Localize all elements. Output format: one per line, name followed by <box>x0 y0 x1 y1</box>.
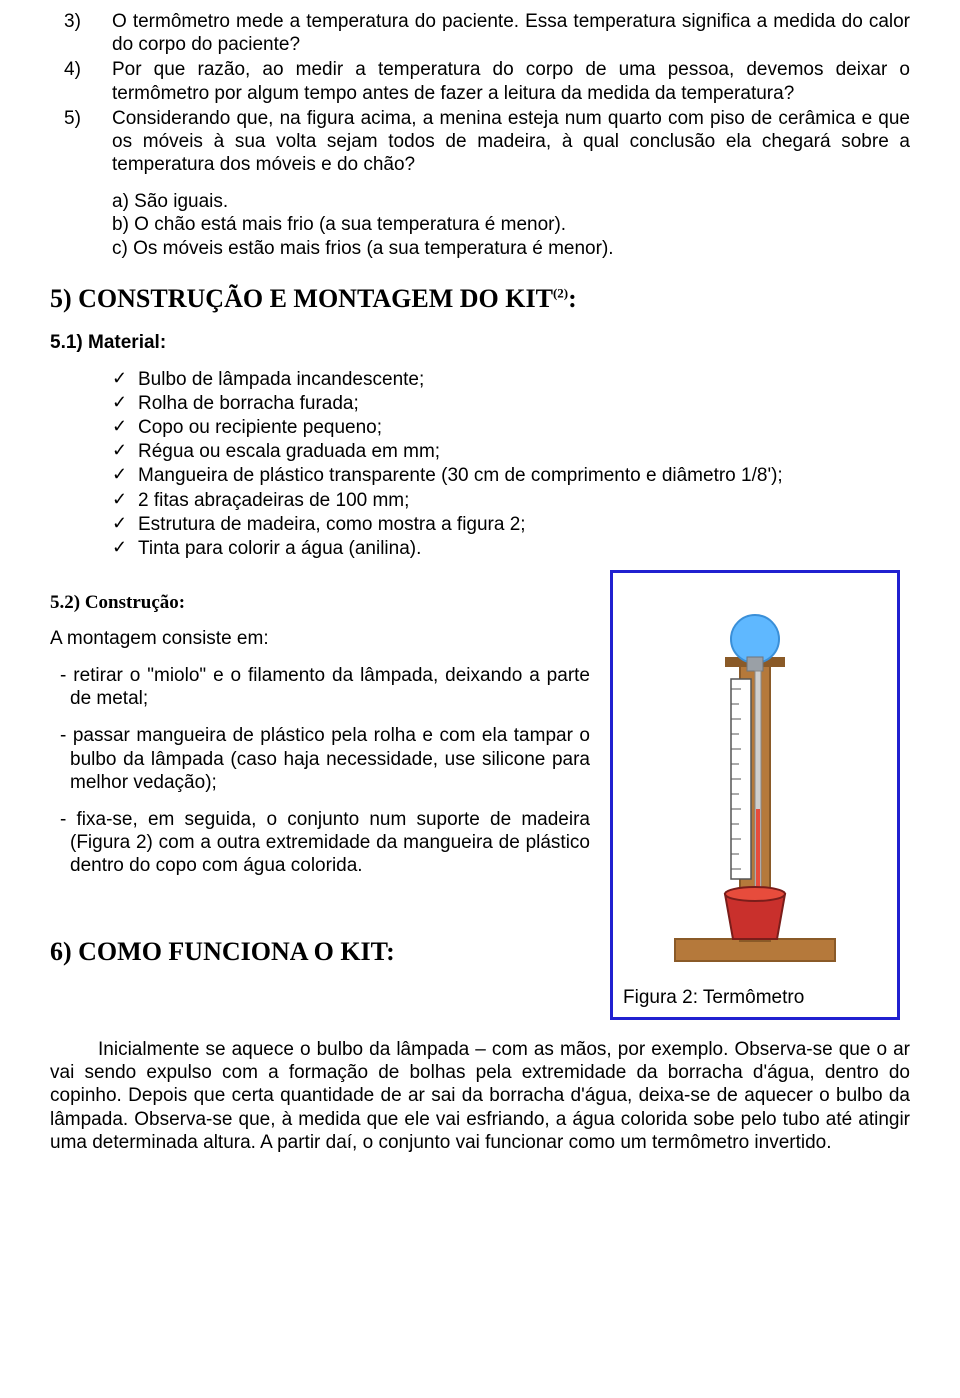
question-5-option-a: a) São iguais. <box>112 190 910 213</box>
construction-intro: A montagem consiste em: <box>50 628 590 650</box>
construction-step: - fixa-se, em seguida, o conjunto num su… <box>50 808 590 878</box>
material-item: Régua ou escala graduada em mm; <box>112 440 910 463</box>
material-item: Tinta para colorir a água (anilina). <box>112 537 910 560</box>
material-item: Copo ou recipiente pequeno; <box>112 416 910 439</box>
section-5-2-heading: 5.2) Construção: <box>50 592 590 614</box>
section-5-title-sup: (2) <box>553 285 568 300</box>
construction-step: - retirar o "miolo" e o filamento da lâm… <box>50 664 590 710</box>
question-5-number: 5) <box>50 107 112 177</box>
question-4-text: Por que razão, ao medir a temperatura do… <box>112 58 910 104</box>
material-item: Mangueira de plástico transparente (30 c… <box>112 464 910 487</box>
question-5: 5) Considerando que, na figura acima, a … <box>50 107 910 177</box>
section-5-heading: 5) CONSTRUÇÃO E MONTAGEM DO KIT(2): <box>50 284 910 314</box>
section-5-1-heading: 5.1) Material: <box>50 332 910 354</box>
question-4: 4) Por que razão, ao medir a temperatura… <box>50 58 910 104</box>
section-5-title-post: : <box>568 284 577 313</box>
question-3-text: O termômetro mede a temperatura do pacie… <box>112 10 910 56</box>
question-5-option-c: c) Os móveis estão mais frios (a sua tem… <box>112 237 910 260</box>
section-6-heading: 6) COMO FUNCIONA O KIT: <box>50 937 590 967</box>
material-item: 2 fitas abraçadeiras de 100 mm; <box>112 489 910 512</box>
section-6-text: Inicialmente se aquece o bulbo da lâmpad… <box>50 1038 910 1154</box>
figure-2-box: Figura 2: Termômetro <box>610 570 900 1020</box>
material-item: Rolha de borracha furada; <box>112 392 910 415</box>
materials-list: Bulbo de lâmpada incandescente; Rolha de… <box>50 368 910 560</box>
figure-2-caption: Figura 2: Termômetro <box>623 987 804 1009</box>
question-3-number: 3) <box>50 10 112 56</box>
question-4-number: 4) <box>50 58 112 104</box>
section-5-title-pre: 5) CONSTRUÇÃO E MONTAGEM DO KIT <box>50 284 553 313</box>
question-3: 3) O termômetro mede a temperatura do pa… <box>50 10 910 56</box>
question-5-option-b: b) O chão está mais frio (a sua temperat… <box>112 213 910 236</box>
construction-step: - passar mangueira de plástico pela rolh… <box>50 724 590 794</box>
material-item: Bulbo de lâmpada incandescente; <box>112 368 910 391</box>
thermometer-diagram-icon <box>655 609 855 969</box>
question-5-text: Considerando que, na figura acima, a men… <box>112 107 910 177</box>
material-item: Estrutura de madeira, como mostra a figu… <box>112 513 910 536</box>
question-5-options: a) São iguais. b) O chão está mais frio … <box>50 190 910 260</box>
